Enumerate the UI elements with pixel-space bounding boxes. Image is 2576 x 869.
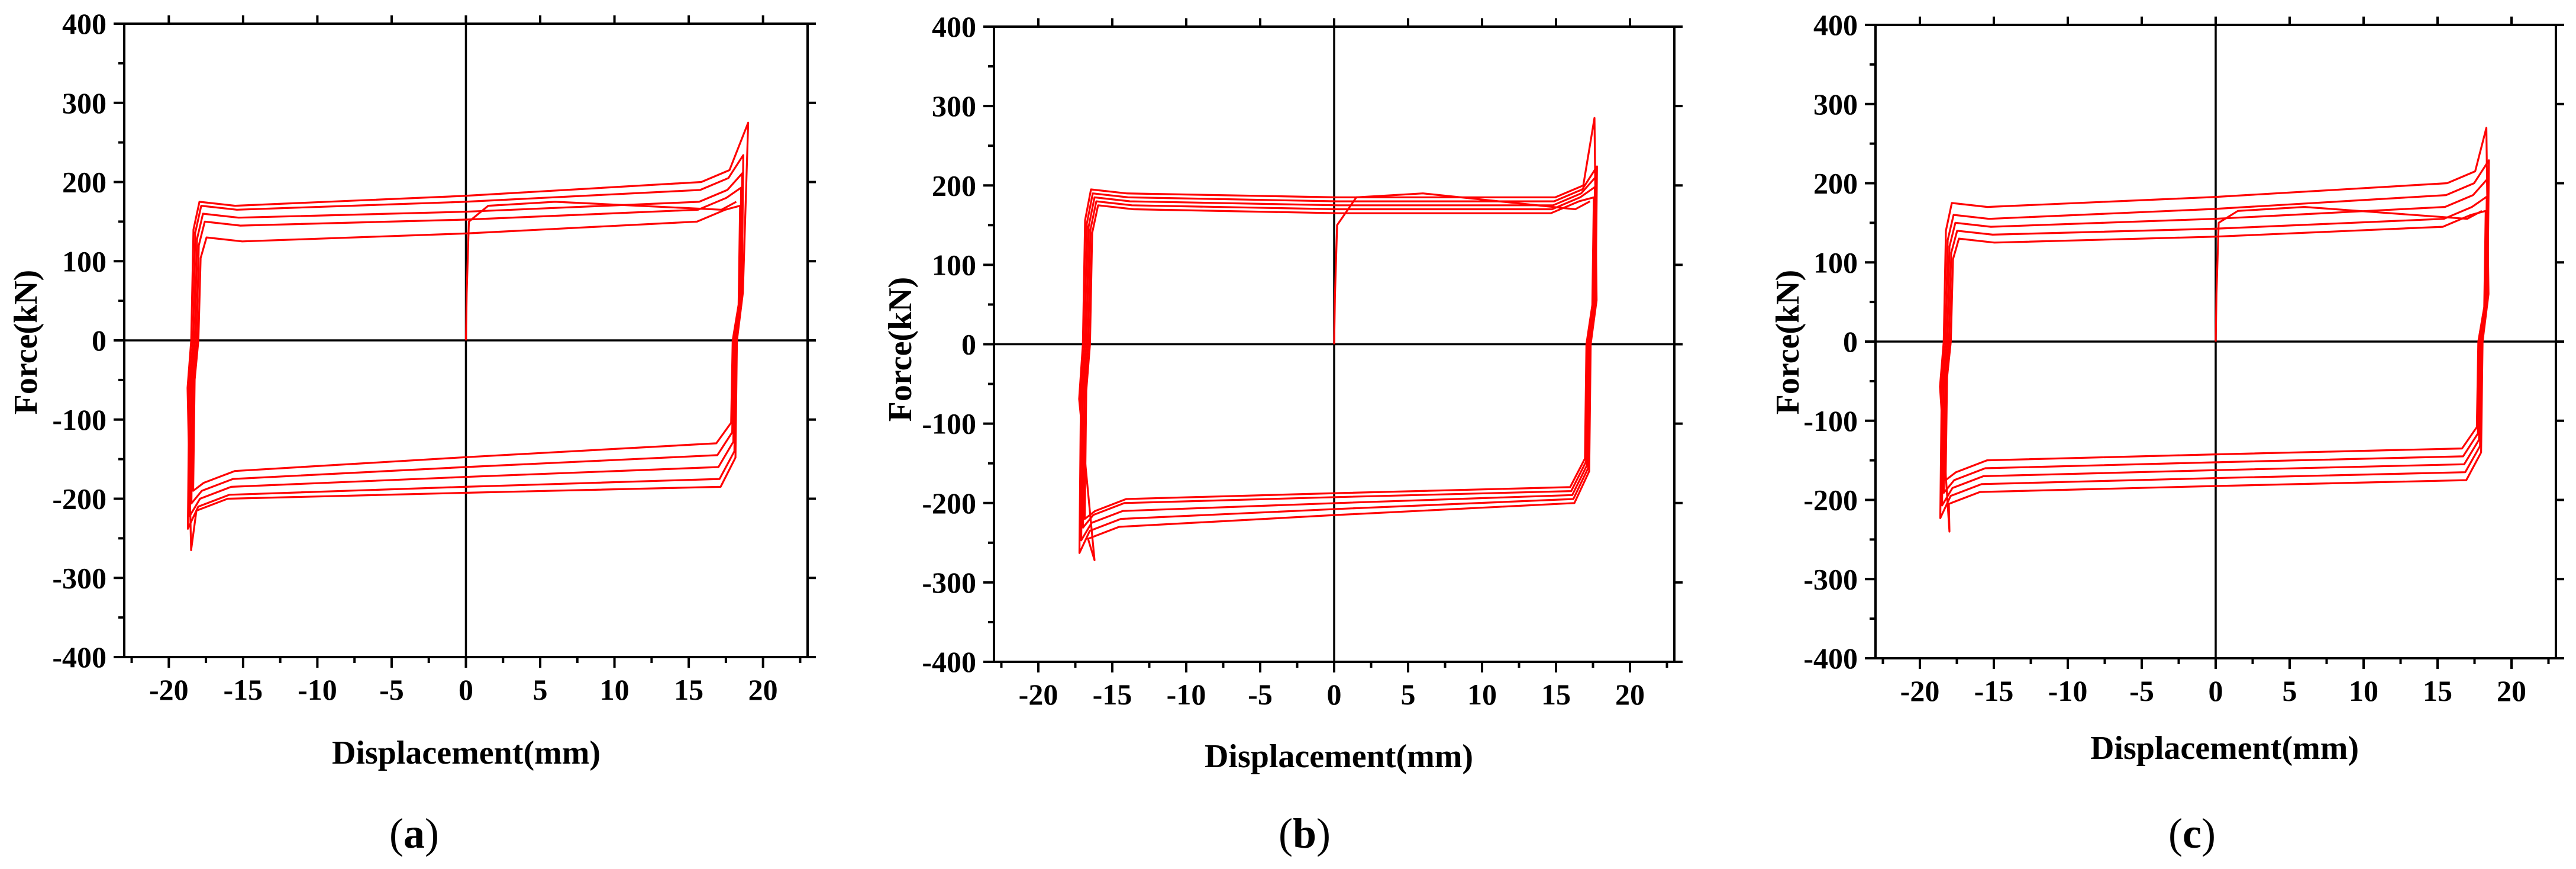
x-axis-title: Displacement(mm)	[1205, 738, 1473, 775]
hysteresis-loop-2	[190, 186, 743, 505]
x-tick-label: 10	[1467, 678, 1497, 711]
x-tick-label: 5	[533, 673, 548, 706]
initial-loading-curve	[1333, 192, 1591, 345]
x-tick-label: -15	[224, 673, 263, 706]
panel-c: -20 -15 -10 -5 0 5 10 15 20 -400 -300 -200 -100 0 100 2…	[1770, 8, 2564, 857]
x-tick-label: 15	[2423, 674, 2452, 707]
y-tick-label: -400	[52, 641, 106, 674]
hysteresis-loop-3	[188, 172, 744, 517]
x-tick-label: 5	[2283, 674, 2297, 707]
y-tick-label: 400	[1813, 8, 1858, 41]
y-tick-label: 300	[1813, 88, 1858, 121]
hysteresis-loop-1	[1944, 210, 2487, 481]
x-axis-title: Displacement(mm)	[332, 735, 601, 771]
y-tick-label: 200	[932, 169, 976, 202]
hysteresis-curves-a	[186, 121, 750, 551]
x-tick-label: -20	[1019, 678, 1058, 711]
y-tick-label: 200	[62, 166, 106, 199]
y-tick-label: -300	[922, 566, 976, 599]
panel-label-a: (a)	[389, 810, 439, 857]
y-tick-label: 0	[961, 328, 976, 361]
x-axis-title: Displacement(mm)	[2090, 730, 2359, 767]
x-tick-label: -10	[298, 673, 337, 706]
hysteresis-loop-5	[1078, 117, 1598, 561]
x-tick-label: 15	[674, 673, 703, 706]
y-tick-label: 100	[932, 248, 976, 281]
y-tick-label: -400	[922, 645, 976, 678]
y-axis-title: Force(kN)	[882, 277, 919, 422]
hysteresis-loop-4	[186, 154, 744, 530]
y-tick-label: -300	[52, 561, 106, 594]
y-tick-label: 300	[62, 86, 106, 120]
hysteresis-loop-1	[192, 205, 741, 492]
hysteresis-curves-c	[1939, 127, 2490, 533]
initial-loading-curve	[464, 201, 737, 341]
y-tick-label: 400	[932, 10, 976, 43]
y-tick-label: -300	[1803, 562, 1858, 596]
x-tick-label: 20	[748, 673, 778, 706]
panel-label-b: (b)	[1279, 810, 1331, 857]
x-tick-label: 20	[2497, 674, 2526, 707]
initial-loading-curve	[2215, 206, 2483, 342]
x-tick-label: -20	[1900, 674, 1940, 707]
x-tick-label: -10	[2048, 674, 2088, 707]
x-tick-label: -20	[149, 673, 189, 706]
y-tick-label: 200	[1813, 167, 1858, 200]
hysteresis-loop-2	[1942, 195, 2488, 494]
y-tick-label: -100	[922, 407, 976, 440]
hysteresis-loop-3	[1941, 177, 2489, 507]
x-tick-label: 10	[2349, 674, 2378, 707]
panel-a: -20 -15 -10 -5 0 5 10 15 20 -400 -300 -200 -100 0 100 2…	[8, 7, 816, 857]
hysteresis-loop-1	[1083, 196, 1595, 520]
hysteresis-loop-2	[1082, 186, 1596, 529]
hysteresis-loop-4	[1939, 159, 2490, 519]
x-tick-label: -15	[1093, 678, 1132, 711]
x-tick-label: 5	[1401, 678, 1416, 711]
y-axis-title: Force(kN)	[8, 270, 44, 415]
y-tick-label: 100	[62, 244, 106, 278]
y-tick-label: -100	[52, 403, 106, 436]
y-axis-title: Force(kN)	[1770, 270, 1806, 415]
hysteresis-loop-5	[186, 121, 750, 551]
x-tick-label: -10	[1167, 678, 1206, 711]
x-tick-label: 15	[1541, 678, 1571, 711]
x-tick-label: 20	[1615, 678, 1645, 711]
hysteresis-curves-b	[1078, 117, 1598, 561]
x-tick-label: -5	[2129, 674, 2154, 707]
y-tick-label: 400	[62, 7, 106, 40]
hysteresis-loop-4	[1078, 165, 1598, 554]
y-tick-label: 0	[1843, 325, 1858, 358]
y-tick-label: -200	[52, 482, 106, 516]
x-tick-label: -5	[379, 673, 404, 706]
panel-label-c: (c)	[2168, 810, 2216, 857]
x-tick-label: 0	[459, 673, 473, 706]
y-tick-label: -400	[1803, 642, 1858, 675]
x-tick-label: 10	[600, 673, 630, 706]
y-tick-label: 100	[1813, 246, 1858, 279]
x-tick-label: 0	[1327, 678, 1342, 711]
hysteresis-loop-5	[1939, 127, 2490, 533]
y-tick-label: 300	[932, 89, 976, 123]
y-tick-label: -200	[922, 487, 976, 520]
hysteresis-loop-3	[1080, 175, 1597, 542]
x-tick-label: -15	[1974, 674, 2014, 707]
y-tick-label: 0	[92, 324, 106, 357]
x-tick-label: -5	[1248, 678, 1273, 711]
y-tick-label: -200	[1803, 484, 1858, 517]
x-tick-label: 0	[2209, 674, 2223, 707]
panel-b: -20 -15 -10 -5 0 5 10 15 20 -400 -300 -200 -100 0 100 2…	[882, 10, 1683, 857]
y-tick-label: -100	[1803, 404, 1858, 437]
